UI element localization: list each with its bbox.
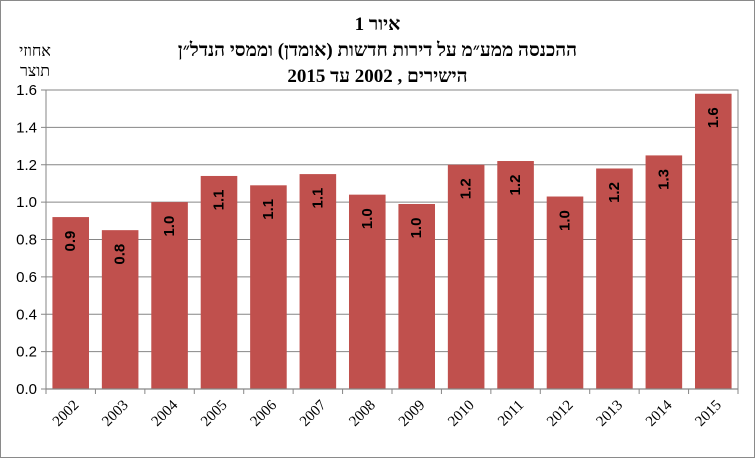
bar xyxy=(645,155,683,389)
y-tick-label: 0.8 xyxy=(16,232,37,249)
data-label: 1.2 xyxy=(458,178,475,199)
data-label: 1.0 xyxy=(408,218,425,239)
bar xyxy=(200,175,238,389)
bar xyxy=(52,217,90,389)
data-label: 0.9 xyxy=(62,231,79,252)
x-tick-label: 2004 xyxy=(149,397,182,430)
data-label: 1.0 xyxy=(359,208,376,229)
x-tick-label: 2010 xyxy=(445,397,478,430)
data-label: 1.1 xyxy=(309,188,326,209)
y-tick-label: 0.4 xyxy=(16,306,37,323)
x-tick-label: 2003 xyxy=(99,397,132,430)
chart-title-line-2: ההכנסה ממע״מ על דירות חדשות (אומדן) וממס… xyxy=(177,40,578,61)
data-label: 1.2 xyxy=(507,175,524,196)
data-label: 1.1 xyxy=(211,190,228,211)
data-label: 1.0 xyxy=(557,210,574,231)
y-tick-label: 0.6 xyxy=(16,269,37,286)
bar xyxy=(151,202,188,389)
x-tick-label: 2014 xyxy=(643,397,676,430)
y-axis-unit-line-2: תוצר xyxy=(19,63,51,80)
data-label: 1.2 xyxy=(606,182,623,203)
y-axis-unit-line-1: אחוזי xyxy=(19,43,51,60)
chart-title-line-1: איור 1 xyxy=(354,14,401,35)
bar xyxy=(398,203,436,389)
bar xyxy=(250,185,287,389)
x-tick-label: 2013 xyxy=(594,397,627,430)
x-tick-label: 2002 xyxy=(50,397,83,430)
data-label: 1.6 xyxy=(705,107,722,128)
y-tick-label: 0.0 xyxy=(16,381,37,398)
y-tick-label: 1.4 xyxy=(16,119,37,136)
bar xyxy=(348,194,386,389)
x-tick-label: 2006 xyxy=(248,397,281,430)
x-tick-label: 2005 xyxy=(198,397,231,430)
chart-title-line-3: הישירים , 2002 עד 2015 xyxy=(287,66,468,87)
bar xyxy=(101,230,139,389)
bar xyxy=(694,93,732,390)
bar xyxy=(299,174,337,389)
data-label: 0.8 xyxy=(112,244,129,265)
data-label: 1.1 xyxy=(260,199,277,220)
x-tick-label: 2008 xyxy=(346,397,379,430)
y-axis-unit-label: אחוזי תוצר xyxy=(4,42,66,82)
bar xyxy=(596,168,633,389)
bar xyxy=(497,161,534,389)
x-tick-label: 2007 xyxy=(297,397,330,430)
y-tick-label: 0.2 xyxy=(16,344,37,361)
bar xyxy=(447,164,485,389)
x-tick-label: 2009 xyxy=(396,397,429,430)
data-label: 1.0 xyxy=(161,216,178,237)
y-tick-label: 1.0 xyxy=(16,194,37,211)
x-tick-label: 2015 xyxy=(692,397,725,430)
y-tick-label: 1.2 xyxy=(16,157,37,174)
data-label: 1.3 xyxy=(655,169,672,190)
x-tick-label: 2011 xyxy=(495,397,527,429)
bar xyxy=(546,196,584,389)
x-tick-label: 2012 xyxy=(544,397,577,430)
y-tick-label: 1.6 xyxy=(16,82,37,99)
